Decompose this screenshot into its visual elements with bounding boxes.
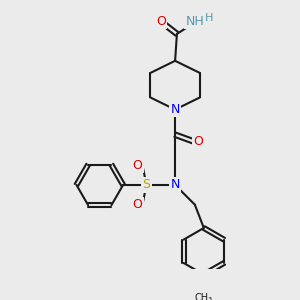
Text: N: N [170,178,180,191]
Text: S: S [142,178,150,191]
Text: O: O [194,135,203,148]
Text: H: H [205,13,213,23]
Text: N: N [170,103,180,116]
Text: O: O [133,198,142,211]
Text: CH₃: CH₃ [195,293,213,300]
Text: O: O [156,15,166,28]
Text: O: O [133,159,142,172]
Text: NH: NH [185,15,204,28]
